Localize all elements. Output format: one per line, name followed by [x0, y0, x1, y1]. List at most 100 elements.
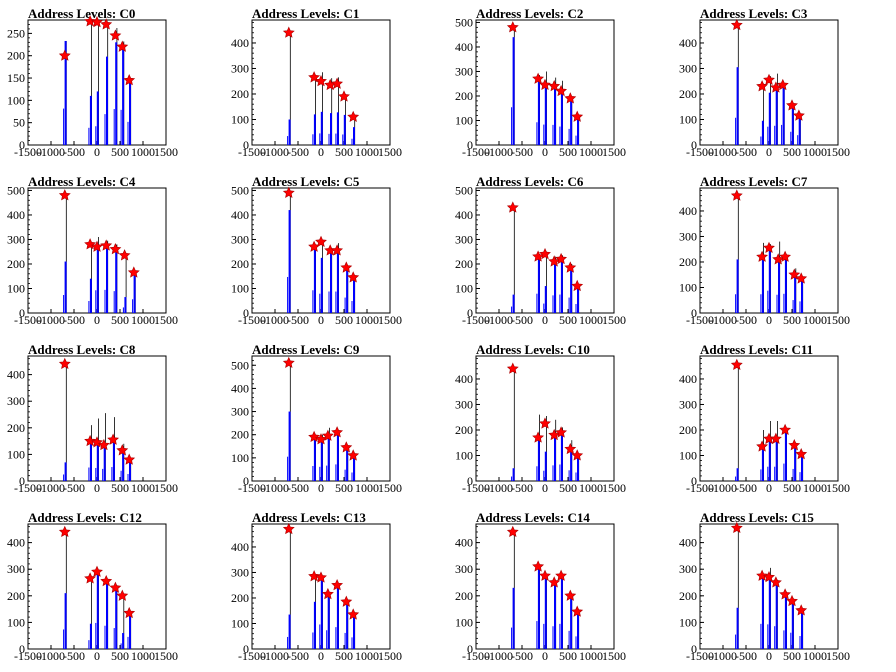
- y-tick-label: 200: [7, 589, 25, 603]
- x-tick-label: 500: [783, 649, 801, 663]
- x-tick-label: 500: [335, 481, 353, 495]
- y-tick-label: 100: [231, 451, 249, 465]
- peak-marker: [58, 189, 71, 201]
- peak-marker: [127, 266, 140, 278]
- y-tick-label: 300: [679, 397, 697, 411]
- x-tick-label: 500: [111, 481, 129, 495]
- y-tick-label: 200: [231, 591, 249, 605]
- x-tick-label: -500: [287, 145, 309, 159]
- peak-marker: [347, 608, 360, 620]
- peak-bar: [778, 260, 780, 313]
- y-tick-label: 0: [691, 138, 697, 152]
- x-tick-label: -1500: [238, 649, 266, 663]
- chart-plot: 0 100 200 300 400 -1500-1000-500 0 500 1000 1500: [679, 521, 850, 663]
- x-tick-label: 500: [335, 313, 353, 327]
- peak-bar: [64, 261, 67, 313]
- chart-plot: 0 100 200 300 400 -1500-1000-500 0 500 1000 1500: [231, 522, 402, 663]
- x-tick-label: 1000: [579, 649, 603, 663]
- y-tick-label: 0: [243, 138, 249, 152]
- y-tick-label: 0: [467, 642, 473, 656]
- chart-plot: 0 100 200 300 400 -1500-1000-500 0 500 1000 1500: [455, 523, 626, 663]
- x-tick-label: 1500: [378, 649, 402, 663]
- x-tick-label: -500: [735, 145, 757, 159]
- peak-bar: [346, 268, 349, 313]
- x-tick-label: 0: [94, 313, 100, 327]
- y-tick-label: 100: [7, 615, 25, 629]
- x-tick-label: 500: [559, 649, 577, 663]
- peak-marker: [109, 29, 122, 41]
- x-tick-label: 1500: [378, 313, 402, 327]
- peak-marker: [539, 417, 551, 429]
- x-tick-label: -500: [735, 313, 757, 327]
- peak-marker: [792, 109, 805, 121]
- peak-bar: [736, 67, 739, 145]
- chart-panel: Address Levels: C15 0 100 200 300 400 -1500 -10…: [672, 504, 896, 672]
- peak-bar: [801, 611, 803, 649]
- y-tick-label: 300: [455, 232, 473, 246]
- peak-marker: [331, 578, 344, 591]
- peak-bar: [544, 577, 547, 649]
- peak-bar: [775, 90, 778, 145]
- peak-marker: [756, 80, 769, 92]
- y-tick-label: 0: [243, 474, 249, 488]
- peak-bar: [537, 569, 540, 649]
- x-tick-label: -500: [287, 313, 309, 327]
- chart-panel: Address Levels: C12 0 100 200 300 400 -1500 -10…: [0, 504, 224, 672]
- peak-marker: [84, 15, 97, 27]
- y-tick-label: 200: [231, 428, 249, 442]
- y-tick-label: 500: [231, 183, 249, 197]
- chart-panel: Address Levels: C9 0 100 200 300 400 500 -1500-…: [224, 336, 448, 504]
- y-tick-label: 500: [231, 358, 249, 372]
- peak-marker: [282, 26, 295, 38]
- peak-bar: [336, 586, 339, 649]
- chart-panel: Address Levels: C0 0 50 100 150 200 250 -1500 -1…: [0, 0, 224, 168]
- peak-bar: [64, 462, 67, 481]
- chart-title: Address Levels: C1: [252, 6, 360, 21]
- x-tick-label: 0: [766, 145, 772, 159]
- y-tick-label: 0: [19, 138, 25, 152]
- peak-bar: [106, 246, 108, 313]
- peak-marker: [788, 439, 801, 451]
- peak-bar: [122, 451, 125, 481]
- y-tick-label: 0: [243, 642, 249, 656]
- y-tick-label: 200: [231, 257, 249, 271]
- x-tick-label: 500: [559, 481, 577, 495]
- peak-marker: [58, 357, 71, 370]
- peak-marker: [795, 272, 808, 284]
- peak-bar: [801, 455, 803, 481]
- x-tick-label: -500: [63, 145, 85, 159]
- peak-bar: [577, 287, 579, 313]
- x-tick-label: 500: [111, 649, 129, 663]
- chart-panel: Address Levels: C8 0 100 200 300 400 -1500 -100…: [0, 336, 224, 504]
- y-tick-label: 300: [231, 232, 249, 246]
- y-tick-label: 200: [7, 257, 25, 271]
- peak-bar: [96, 248, 99, 313]
- peak-marker: [58, 525, 71, 538]
- peak-bar: [554, 436, 556, 481]
- y-tick-label: 200: [455, 89, 473, 103]
- x-tick-label: -1500: [462, 649, 490, 663]
- x-tick-label: 0: [94, 649, 100, 663]
- peak-marker: [315, 571, 327, 583]
- peak-marker: [571, 605, 584, 617]
- x-tick-label: 1500: [378, 145, 402, 159]
- peak-marker: [123, 453, 136, 465]
- chart-panel: Address Levels: C3 0 100 200 300 400 -1500 -100…: [672, 0, 896, 168]
- peak-bar: [288, 614, 291, 649]
- peak-marker: [548, 79, 561, 92]
- x-tick-label: 1500: [602, 145, 626, 159]
- peak-marker: [539, 247, 551, 260]
- peak-marker: [779, 588, 792, 600]
- peak-marker: [730, 521, 743, 534]
- chart-panel: Address Levels: C10 0 100 200 300 400 -1500 -10…: [448, 336, 672, 504]
- y-tick-label: 100: [231, 281, 249, 295]
- peak-bar: [346, 448, 349, 481]
- x-tick-label: 0: [318, 649, 324, 663]
- peak-marker: [795, 447, 808, 460]
- x-tick-label: 1000: [579, 313, 603, 327]
- chart-panel: Address Levels: C13 0 100 200 300 400 -1500 -10…: [224, 504, 448, 672]
- x-tick-label: 0: [94, 145, 100, 159]
- peak-marker: [109, 581, 122, 593]
- y-tick-label: 100: [455, 281, 473, 295]
- x-tick-label: -1000: [485, 481, 513, 495]
